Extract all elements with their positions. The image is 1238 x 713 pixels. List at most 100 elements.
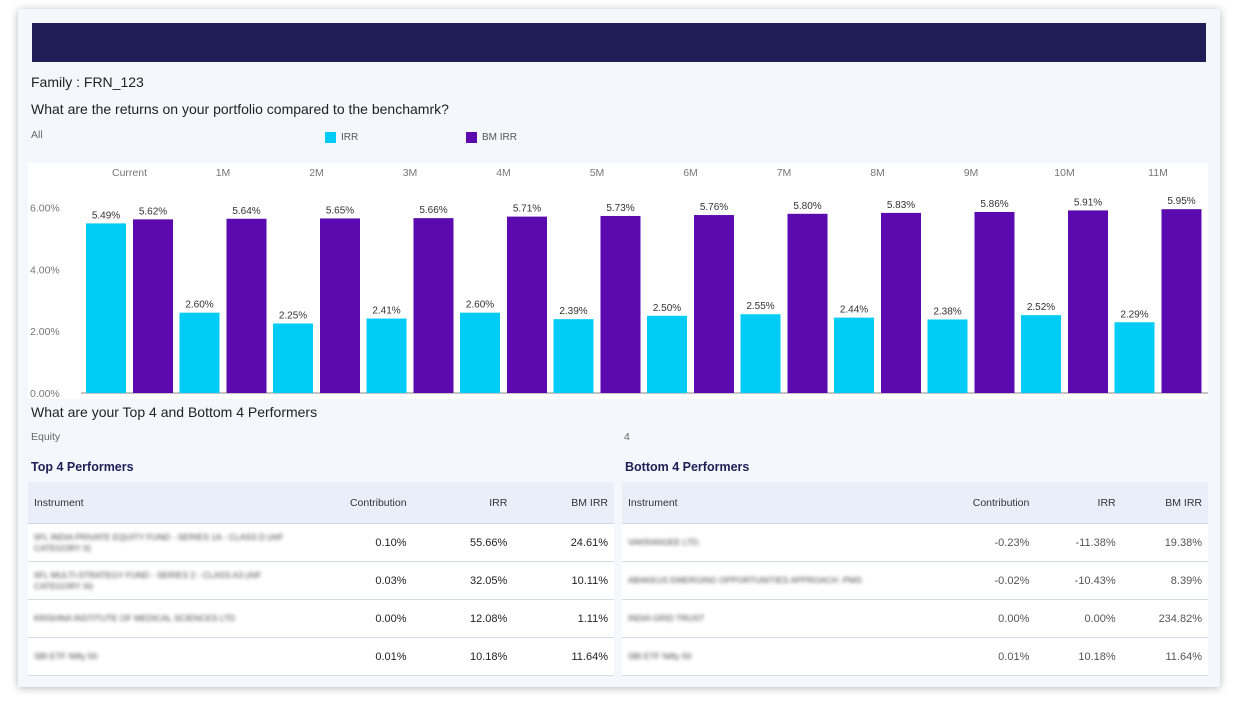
category-label: 1M — [216, 167, 231, 179]
category-label: 2M — [309, 167, 324, 179]
category-label: 11M — [1148, 167, 1168, 179]
col-contribution[interactable]: Contribution — [306, 482, 413, 524]
data-label: 5.66% — [419, 205, 447, 216]
contribution-cell: -0.23% — [929, 523, 1036, 562]
irr-bar — [647, 315, 687, 393]
bm-irr-bar — [133, 219, 173, 393]
legend-irr[interactable]: IRR — [325, 132, 358, 143]
performers-title: What are your Top 4 and Bottom 4 Perform… — [31, 404, 318, 420]
col-irr[interactable]: IRR — [1035, 482, 1122, 524]
category-label: 3M — [403, 167, 418, 179]
irr-cell: -11.38% — [1035, 523, 1122, 562]
bm-irr-bar — [787, 213, 828, 393]
legend-bm-irr-swatch — [466, 132, 477, 143]
table-row[interactable]: IIFL MULTI-STRATEGY FUND - SERIES 2 - CL… — [28, 561, 614, 600]
bm-irr-bar — [694, 215, 734, 393]
family-label: Family : FRN_123 — [31, 74, 144, 90]
irr-bar — [460, 312, 500, 393]
bm-irr-cell: 10.11% — [513, 561, 614, 600]
data-label: 2.55% — [746, 301, 774, 312]
data-label: 5.62% — [139, 206, 167, 217]
legend-bm-irr[interactable]: BM IRR — [466, 132, 517, 143]
bm-irr-cell: 8.39% — [1121, 561, 1208, 600]
data-label: 5.86% — [980, 199, 1008, 210]
contribution-cell: -0.02% — [929, 561, 1036, 600]
data-label: 5.65% — [326, 205, 354, 216]
irr-bar — [927, 319, 968, 393]
data-label: 2.60% — [185, 300, 213, 311]
bm-irr-bar — [1068, 210, 1108, 393]
y-tick-label: 4.00% — [30, 264, 60, 276]
bm-irr-bar — [320, 218, 360, 393]
top-performers-title: Top 4 Performers — [31, 460, 134, 474]
data-label: 2.25% — [279, 310, 307, 321]
table-row[interactable]: SBI ETF Nifty 50 0.01% 10.18% 11.64% — [28, 637, 614, 676]
bm-irr-bar — [600, 215, 641, 393]
legend-irr-swatch — [325, 132, 336, 143]
data-label: 5.76% — [700, 202, 728, 213]
col-contribution[interactable]: Contribution — [929, 482, 1036, 524]
irr-bar — [366, 318, 407, 393]
bm-irr-cell: 1.11% — [513, 599, 614, 638]
table-row[interactable]: VAKRANGEE LTD. -0.23% -11.38% 19.38% — [622, 523, 1208, 562]
table-header-row: Instrument Contribution IRR BM IRR — [28, 482, 614, 524]
legend-bm-irr-label: BM IRR — [482, 132, 517, 143]
category-label: 7M — [777, 167, 792, 179]
table-row[interactable]: SBI ETF Nifty 50 0.01% 10.18% 11.64% — [622, 637, 1208, 676]
irr-bar — [1114, 322, 1155, 393]
category-label: 9M — [964, 167, 979, 179]
data-label: 2.44% — [840, 305, 868, 316]
irr-bar — [273, 323, 313, 393]
y-tick-label: 6.00% — [30, 203, 60, 215]
bm-irr-bar — [974, 211, 1015, 393]
performers-right-filter[interactable]: 4 — [624, 431, 630, 443]
performers-left-filter[interactable]: Equity — [31, 431, 61, 443]
returns-filter[interactable]: All — [31, 129, 43, 141]
table-row[interactable]: INDIA GRID TRUST 0.00% 0.00% 234.82% — [622, 599, 1208, 638]
contribution-cell: 0.00% — [306, 599, 413, 638]
irr-bar — [1021, 315, 1061, 393]
data-label: 5.80% — [793, 201, 821, 212]
table-row[interactable]: KRISHNA INSTITUTE OF MEDICAL SCIENCES LT… — [28, 599, 614, 638]
data-label: 2.29% — [1120, 309, 1148, 320]
data-label: 5.73% — [606, 203, 634, 214]
data-label: 5.64% — [232, 206, 260, 217]
irr-bar — [179, 312, 220, 393]
col-instrument[interactable]: Instrument — [622, 482, 930, 524]
data-label: 2.50% — [653, 303, 681, 314]
y-tick-label: 0.00% — [30, 388, 60, 399]
instrument-name: SBI ETF Nifty 50 — [628, 651, 692, 661]
col-instrument[interactable]: Instrument — [28, 482, 307, 524]
category-label: 6M — [683, 167, 698, 179]
header-banner — [32, 23, 1206, 62]
bm-irr-cell: 11.64% — [1121, 637, 1208, 676]
col-bm-irr[interactable]: BM IRR — [513, 482, 614, 524]
instrument-name: ABAKKUS EMERGING OPPORTUNITIES APPROACH … — [628, 575, 862, 585]
contribution-cell: 0.00% — [929, 599, 1036, 638]
instrument-name: IIFL INDIA PRIVATE EQUITY FUND - SERIES … — [34, 531, 284, 553]
bottom-performers-table: Instrument Contribution IRR BM IRR VAKRA… — [622, 482, 1208, 676]
contribution-cell: 0.01% — [929, 637, 1036, 676]
category-label: 5M — [590, 167, 605, 179]
irr-bar — [553, 319, 594, 393]
y-tick-label: 2.00% — [30, 326, 60, 338]
top-performers-table: Instrument Contribution IRR BM IRR IIFL … — [28, 482, 614, 676]
data-label: 5.95% — [1167, 196, 1195, 207]
col-irr[interactable]: IRR — [412, 482, 514, 524]
bottom-performers-title: Bottom 4 Performers — [625, 460, 750, 474]
bm-irr-bar — [881, 212, 921, 393]
irr-bar — [86, 223, 126, 393]
contribution-cell: 0.10% — [306, 523, 413, 562]
table-row[interactable]: IIFL INDIA PRIVATE EQUITY FUND - SERIES … — [28, 523, 614, 562]
table-row[interactable]: ABAKKUS EMERGING OPPORTUNITIES APPROACH … — [622, 561, 1208, 600]
instrument-name: SBI ETF Nifty 50 — [34, 651, 98, 661]
irr-cell: 0.00% — [1035, 599, 1122, 638]
irr-bar — [834, 317, 874, 393]
instrument-name: IIFL MULTI-STRATEGY FUND - SERIES 2 - CL… — [34, 569, 262, 591]
bm-irr-bar — [507, 216, 547, 393]
instrument-name: VAKRANGEE LTD. — [628, 537, 701, 547]
irr-cell: 55.66% — [412, 523, 514, 562]
col-bm-irr[interactable]: BM IRR — [1121, 482, 1208, 524]
bm-irr-cell: 24.61% — [513, 523, 614, 562]
instrument-name: INDIA GRID TRUST — [628, 613, 705, 623]
